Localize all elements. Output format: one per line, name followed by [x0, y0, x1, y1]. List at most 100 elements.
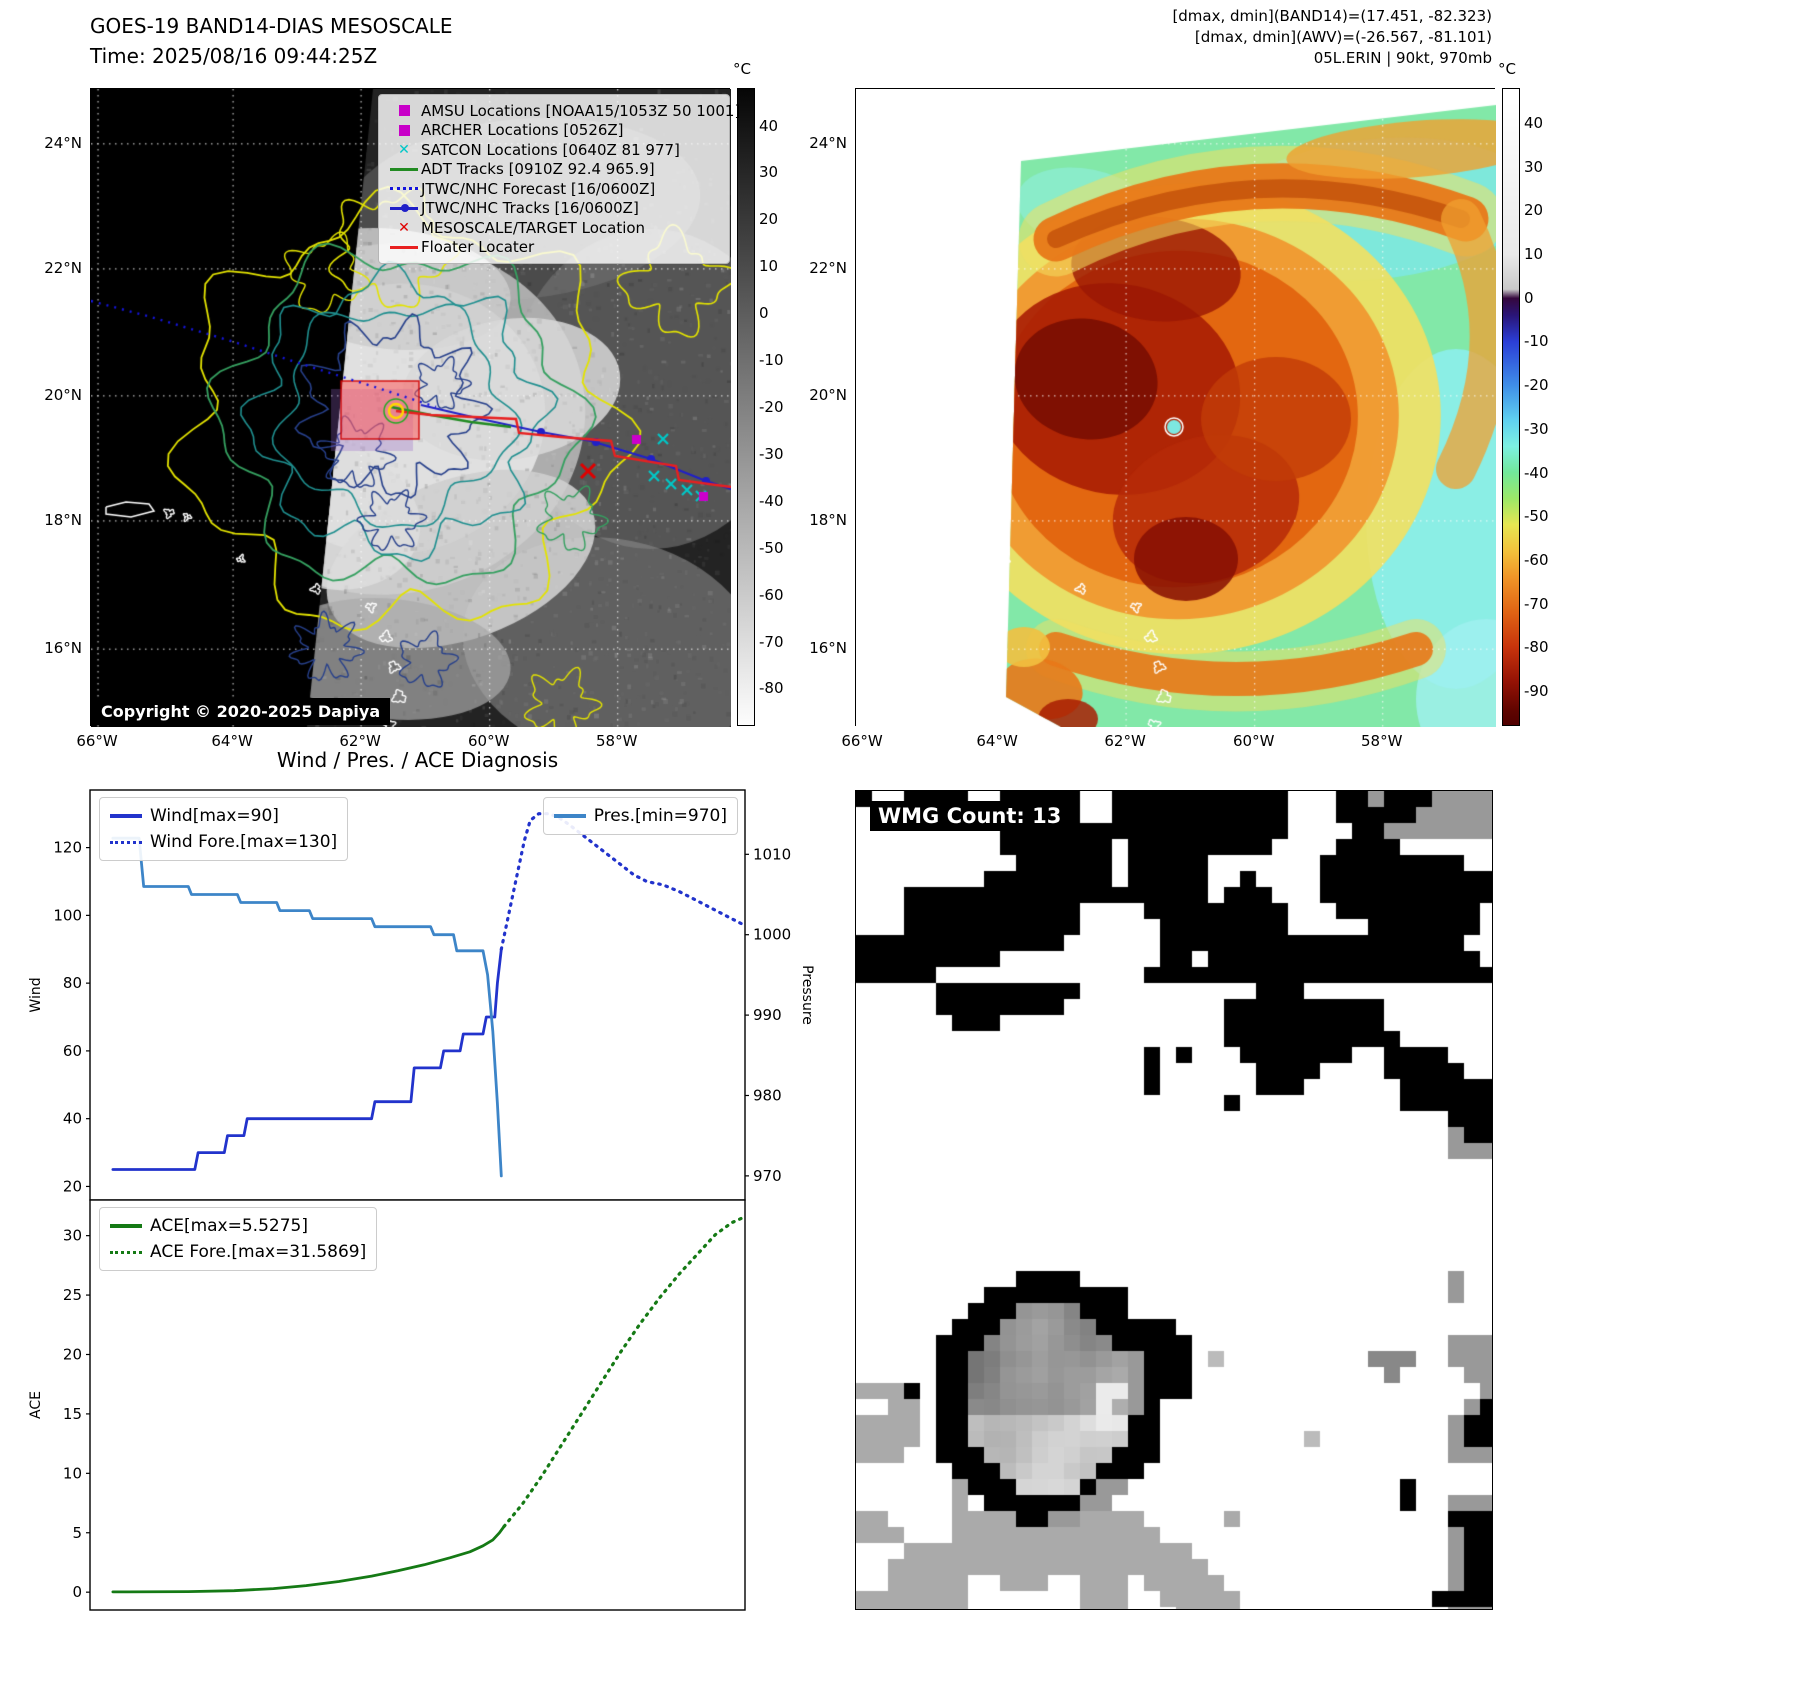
- legend-item-label: JTWC/NHC Tracks [16/0600Z]: [421, 199, 639, 218]
- legend-item-label: JTWC/NHC Forecast [16/0600Z]: [421, 179, 656, 198]
- awv-map: [855, 88, 1496, 727]
- legend-line-icon: [387, 245, 421, 249]
- y-tick-label: 20: [63, 1345, 82, 1363]
- legend-line-icon: [110, 814, 150, 818]
- ir-colorbar-tick: 0: [759, 304, 769, 323]
- lat-tick-label: 20°N: [809, 385, 847, 404]
- ir-colorbar-tick: -20: [759, 398, 784, 416]
- chart-legend: ACE[max=5.5275] ACE Fore.[max=31.5869]: [99, 1207, 378, 1271]
- copyright-label: Copyright © 2020-2025 Dapiya: [91, 698, 391, 725]
- lon-tick-label: 60°W: [468, 732, 510, 750]
- lat-tick-label: 22°N: [809, 258, 847, 277]
- y-right-tick-label: 1010: [753, 845, 791, 863]
- legend-line-icon: [110, 1250, 150, 1254]
- wmg-count-label: WMG Count: 13: [870, 801, 1070, 831]
- goes-time-label: Time: 2025/08/16 09:44:25Z: [90, 44, 378, 68]
- chart-legend-label: Wind[max=90]: [150, 806, 279, 826]
- lon-tick-label: 66°W: [841, 732, 883, 750]
- y-tick-label: 80: [63, 974, 82, 992]
- goes-ir-map: AMSU Locations [NOAA15/1053Z 50 1001] ARC…: [90, 88, 740, 727]
- lat-tick-label: 20°N: [44, 385, 82, 404]
- ir-colorbar-tick: 10: [759, 257, 779, 276]
- ir-colorbar-tick: -70: [759, 632, 784, 651]
- legend-item-label: ARCHER Locations [0526Z]: [421, 121, 624, 140]
- lon-tick-label: 62°W: [339, 732, 381, 750]
- chart-legend: Pres.[min=970]: [542, 797, 738, 835]
- legend-item: Floater Locater: [387, 238, 721, 258]
- ir-colorbar-tick: 20: [759, 210, 779, 229]
- legend-line-icon: [553, 814, 594, 818]
- lat-tick-label: 24°N: [809, 133, 847, 152]
- legend-line-dot-icon: [387, 204, 421, 213]
- y-tick-label: 15: [63, 1405, 82, 1423]
- legend-line-icon: [387, 167, 421, 171]
- ir-colorbar-tick: -10: [759, 351, 784, 370]
- lon-tick-label: 62°W: [1104, 732, 1146, 750]
- legend-item-label: SATCON Locations [0640Z 81 977]: [421, 140, 680, 159]
- legend-square-icon: [387, 105, 421, 117]
- ir-colorbar-tick: -60: [759, 585, 784, 604]
- ir-colorbar-tick: -40: [759, 491, 784, 510]
- legend-item-label: ADT Tracks [0910Z 92.4 965.9]: [421, 160, 655, 179]
- lon-tick-label: 58°W: [1361, 732, 1403, 750]
- legend-item: JTWC/NHC Forecast [16/0600Z]: [387, 179, 721, 199]
- y-tick-label: 25: [63, 1286, 82, 1304]
- awv-colorbar-tick: 0: [1524, 288, 1534, 307]
- legend-x-icon: ✕: [398, 141, 410, 158]
- lon-tick-label: 58°W: [596, 732, 638, 750]
- legend-x-icon: ✕: [398, 219, 410, 236]
- chart-legend-item: Pres.[min=970]: [553, 803, 727, 829]
- chart-legend-item: Wind Fore.[max=130]: [110, 829, 337, 855]
- y-right-tick-label: 990: [753, 1006, 782, 1024]
- chart-legend: Wind[max=90] Wind Fore.[max=130]: [99, 797, 349, 861]
- legend-item: AMSU Locations [NOAA15/1053Z 50 1001]: [387, 101, 740, 121]
- wind-pressure-chart: 20 40 60 80 100 120 970 980 990 1000 1010 Wind Press…: [28, 789, 815, 1201]
- y-tick-label: 20: [63, 1177, 82, 1195]
- awv-colorbar: [1502, 88, 1520, 726]
- legend-item: ARCHER Locations [0526Z]: [387, 121, 721, 141]
- lat-tick-label: 16°N: [809, 639, 847, 658]
- header-awv-range: [dmax, dmin](AWV)=(-26.567, -81.101): [1194, 28, 1492, 46]
- legend-item-label: MESOSCALE/TARGET Location: [421, 218, 646, 237]
- lat-tick-label: 24°N: [44, 133, 82, 152]
- awv-colorbar-tick: 20: [1524, 201, 1544, 220]
- ir-colorbar-tick: -30: [759, 444, 784, 463]
- legend-item-label: Floater Locater: [421, 238, 535, 257]
- y-right-axis-label: Pressure: [799, 965, 815, 1025]
- awv-colorbar-tick: -40: [1524, 463, 1549, 482]
- legend-item: ADT Tracks [0910Z 92.4 965.9]: [387, 160, 721, 180]
- legend-dotted-icon: [387, 187, 421, 191]
- lon-tick-label: 64°W: [976, 732, 1018, 750]
- y-tick-label: 60: [63, 1042, 82, 1060]
- header-storm-status: 05L.ERIN | 90kt, 970mb: [1313, 49, 1492, 67]
- header-info: [dmax, dmin](BAND14)=(17.451, -82.323) […: [1172, 6, 1492, 69]
- lon-tick-label: 60°W: [1233, 732, 1275, 750]
- legend-item-label: AMSU Locations [NOAA15/1053Z 50 1001]: [421, 101, 741, 120]
- ace-chart: 0 5 10 15 20 25 30 ACE ACE[max=5.5275] ACE Fore.[…: [28, 1199, 746, 1611]
- legend-item: ✕ MESOSCALE/TARGET Location: [387, 218, 721, 238]
- awv-colorbar-tick: 10: [1524, 245, 1544, 264]
- y-tick-label: 120: [53, 839, 82, 857]
- legend-item: ✕ SATCON Locations [0640Z 81 977]: [387, 140, 721, 160]
- wmg-image: [856, 791, 1492, 1609]
- legend-line-icon: [110, 840, 150, 844]
- legend-item: JTWC/NHC Tracks [16/0600Z]: [387, 199, 721, 219]
- awv-colorbar-tick: -30: [1524, 419, 1549, 438]
- y-axis-label: ACE: [28, 1391, 44, 1419]
- ir-colorbar: [737, 88, 755, 726]
- goes-title: GOES-19 BAND14-DIAS MESOSCALE: [90, 14, 453, 38]
- awv-colorbar-tick: -20: [1524, 376, 1549, 395]
- chart-legend-label: ACE[max=5.5275]: [150, 1216, 308, 1236]
- awv-colorbar-tick: -70: [1524, 594, 1549, 613]
- wmg-panel: WMG Count: 13: [855, 790, 1493, 1610]
- series-ace-fore-max-31-5869-: [502, 1215, 745, 1529]
- y-right-tick-label: 1000: [753, 926, 791, 944]
- diagnosis-title: Wind / Pres. / ACE Diagnosis: [276, 748, 559, 772]
- legend-line-icon: [110, 1224, 150, 1228]
- y-tick-label: 30: [63, 1227, 82, 1245]
- ir-colorbar-unit: °C: [733, 60, 751, 78]
- lon-tick-label: 66°W: [76, 732, 118, 750]
- y-tick-label: 40: [63, 1110, 82, 1128]
- ir-colorbar-tick: 30: [759, 163, 779, 182]
